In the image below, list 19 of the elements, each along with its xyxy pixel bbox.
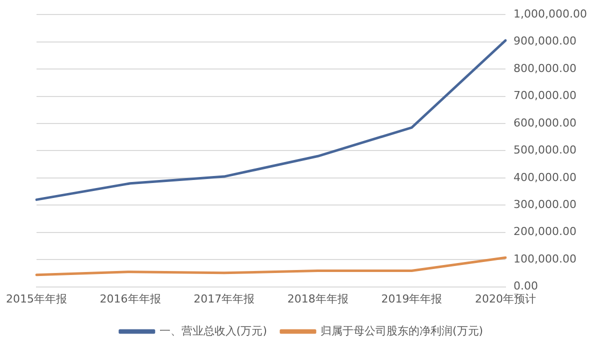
y-tick-label: 400,000.00 <box>514 170 577 184</box>
y-tick-label: 1,000,000.00 <box>514 7 588 20</box>
y-tick-label: 0.00 <box>514 280 538 293</box>
x-tick-label: 2015年年报 <box>6 292 67 306</box>
y-tick-label: 300,000.00 <box>514 198 577 211</box>
legend-label: 归属于母公司股东的净利润(万元) <box>320 324 484 338</box>
y-tick-label: 700,000.00 <box>514 89 577 102</box>
x-tick-label: 2017年年报 <box>194 292 255 306</box>
x-tick-label: 2019年年报 <box>381 292 442 306</box>
y-tick-label: 800,000.00 <box>514 62 577 75</box>
legend-label: 一、营业总收入(万元) <box>159 324 268 338</box>
x-tick-label: 2016年年报 <box>100 292 161 306</box>
y-tick-label: 500,000.00 <box>514 144 577 157</box>
x-tick-label: 2018年年报 <box>287 292 348 306</box>
y-tick-label: 600,000.00 <box>514 116 577 130</box>
y-tick-label: 100,000.00 <box>514 252 577 266</box>
y-tick-label: 200,000.00 <box>514 225 577 238</box>
x-tick-label: 2020年预计 <box>475 292 536 306</box>
y-tick-label: 900,000.00 <box>514 34 577 48</box>
